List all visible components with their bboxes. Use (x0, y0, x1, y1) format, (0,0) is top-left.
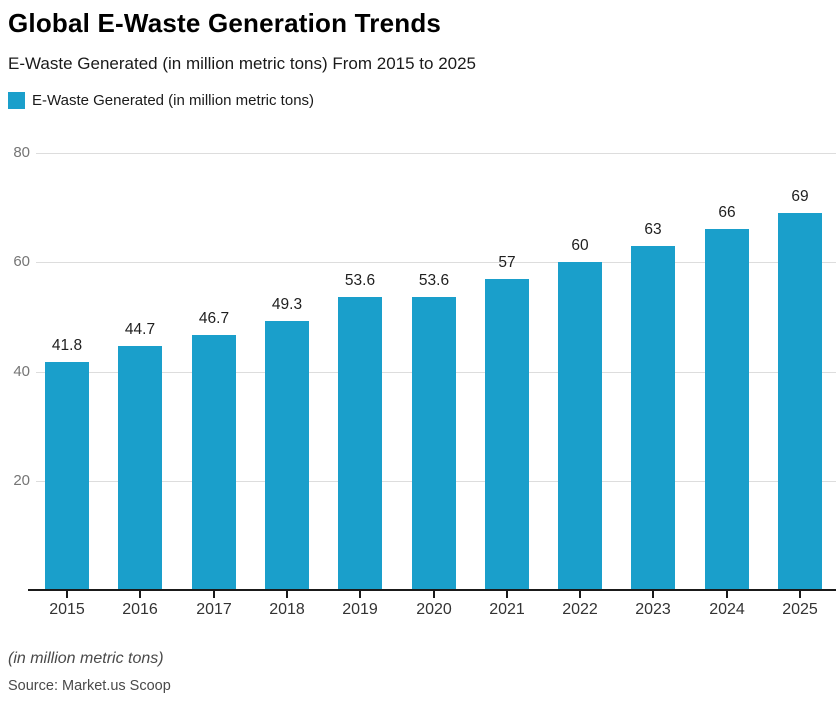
chart-subtitle: E-Waste Generated (in million metric ton… (8, 54, 477, 73)
bar-value-label: 69 (791, 188, 809, 205)
x-axis-tick-mark (213, 591, 215, 598)
x-axis-tick-mark (506, 591, 508, 598)
gridline-60 (36, 262, 836, 263)
bar-2017 (192, 335, 236, 590)
x-axis-tick-mark (652, 591, 654, 598)
bar-value-label: 53.6 (344, 272, 376, 289)
bar-2022 (558, 262, 602, 590)
x-axis-tick-mark (139, 591, 141, 598)
x-axis-tick-label: 2016 (122, 601, 158, 618)
x-axis-tick-label: 2023 (635, 601, 671, 618)
x-axis-tick-mark (286, 591, 288, 598)
bar-2021 (485, 279, 529, 590)
bar-value-label: 66 (718, 204, 736, 221)
x-axis-tick-label: 2020 (416, 601, 452, 618)
bar-2018 (265, 321, 309, 590)
x-axis-tick-label: 2015 (49, 601, 85, 618)
x-axis-tick-mark (359, 591, 361, 598)
bar-2024 (705, 229, 749, 590)
y-axis-tick-label: 60 (13, 253, 30, 270)
bar-2019 (338, 297, 382, 590)
y-axis-tick-label: 20 (13, 472, 30, 489)
x-axis-tick-mark (66, 591, 68, 598)
bar-2025 (778, 213, 822, 590)
bar-value-label: 49.3 (271, 296, 303, 313)
y-axis-tick-label: 80 (13, 144, 30, 161)
x-axis-tick-label: 2021 (489, 601, 525, 618)
bar-2023 (631, 246, 675, 590)
x-axis-tick-label: 2025 (782, 601, 818, 618)
chart-title: Global E-Waste Generation Trends (8, 8, 442, 38)
x-axis-tick-mark (799, 591, 801, 598)
gridline-80 (36, 153, 836, 154)
x-axis-tick-label: 2022 (562, 601, 598, 618)
x-axis-line (28, 589, 836, 591)
x-axis-tick-label: 2019 (342, 601, 378, 618)
unit-footnote: (in million metric tons) (8, 650, 164, 667)
legend-swatch-icon (8, 92, 25, 109)
bar-value-label: 63 (644, 221, 662, 238)
bar-value-label: 57 (498, 254, 516, 271)
bar-value-label: 41.8 (51, 337, 83, 354)
bar-2015 (45, 362, 89, 590)
x-axis-tick-mark (726, 591, 728, 598)
bar-2016 (118, 346, 162, 590)
legend-label: E-Waste Generated (in million metric ton… (32, 92, 315, 109)
bar-value-label: 53.6 (418, 272, 450, 289)
source-credit: Source: Market.us Scoop (8, 678, 171, 694)
x-axis-tick-label: 2017 (196, 601, 232, 618)
x-axis-tick-label: 2024 (709, 601, 745, 618)
bar-2020 (412, 297, 456, 590)
y-axis-tick-label: 40 (13, 363, 30, 380)
x-axis-tick-label: 2018 (269, 601, 305, 618)
legend-item[interactable]: E-Waste Generated (in million metric ton… (8, 92, 314, 109)
bar-value-label: 44.7 (124, 321, 156, 338)
bar-value-label: 46.7 (198, 310, 230, 327)
x-axis-tick-mark (579, 591, 581, 598)
x-axis-tick-mark (433, 591, 435, 598)
bar-value-label: 60 (571, 237, 589, 254)
